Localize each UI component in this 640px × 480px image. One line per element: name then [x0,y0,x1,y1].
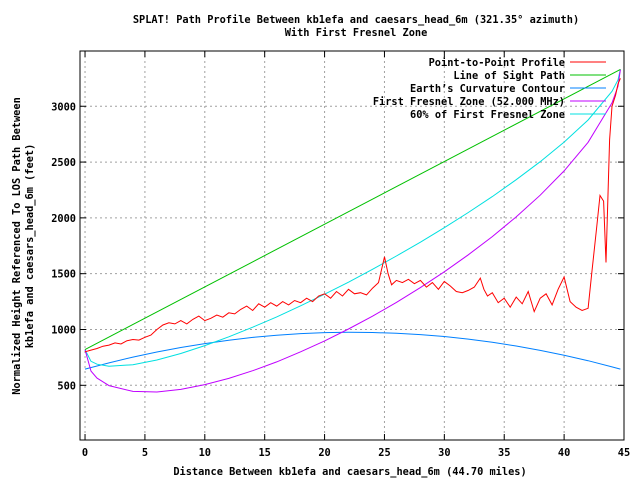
grid [80,51,624,440]
x-axis-label: Distance Between kb1efa and caesars_head… [173,466,526,478]
y-tick-label: 500 [57,380,76,392]
y-tick-label: 1000 [51,324,76,336]
legend-label: Line of Sight Path [453,70,565,82]
legend-label: 60% of First Fresnel Zone [410,109,565,121]
y-axis-label-line-2: kb1efa and caesars_head_6m (feet) [24,144,36,349]
x-tick-label: 30 [438,447,450,459]
series-line-point-to-point-profile [84,78,621,353]
series-group [84,68,621,393]
y-axis-label-line-1: Normalized Height Referenced To LOS Path… [11,97,23,395]
x-tick-label: 35 [498,447,510,459]
series-line-line-of-sight-path [84,68,621,351]
series-line-earth-s-curvature-contour [84,331,621,370]
y-tick-label: 2500 [51,157,76,169]
legend-label: Point-to-Point Profile [429,57,565,69]
y-tick-label: 2000 [51,213,76,225]
x-tick-label: 25 [378,447,390,459]
plot-frame [79,50,625,441]
x-tick-label: 20 [318,447,330,459]
axis-ticks: 0 5 10 15 20 25 30 35 40 45 500 1000 1500 2000 2500 300… [51,51,630,459]
legend-label: First Fresnel Zone (52.000 MHz) [373,96,565,108]
chart-title-line-2: With First Fresnel Zone [285,27,428,39]
x-tick-label: 45 [618,447,630,459]
series-line-60-of-first-fresnel-zone [84,69,621,367]
x-tick-label: 40 [558,447,570,459]
legend-label: Earth’s Curvature Contour [410,83,565,95]
x-tick-label: 15 [258,447,270,459]
x-tick-label: 10 [199,447,211,459]
y-tick-label: 1500 [51,269,76,281]
series-line-first-fresnel-zone-52-000-mhz [84,69,621,393]
x-tick-label: 0 [82,447,88,459]
x-tick-label: 5 [142,447,148,459]
chart-title-line-1: SPLAT! Path Profile Between kb1efa and c… [133,14,579,26]
y-tick-label: 3000 [51,101,76,113]
